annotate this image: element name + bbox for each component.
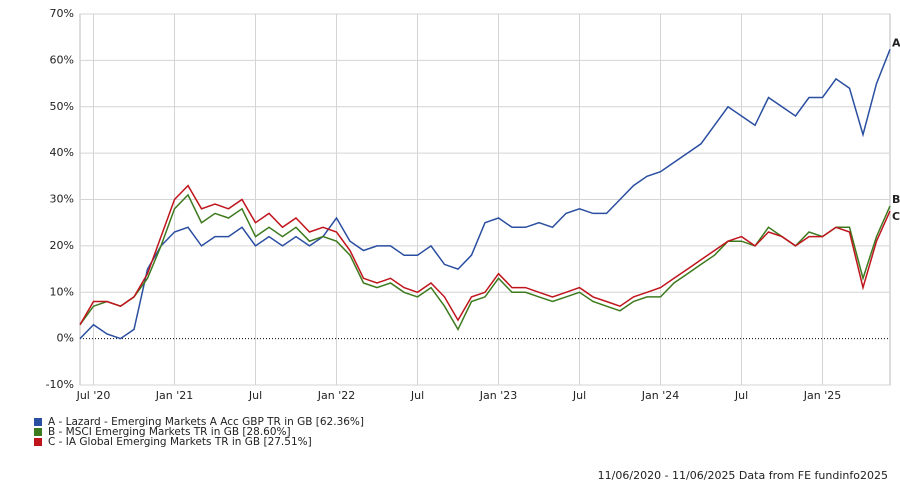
legend-label: A - Lazard - Emerging Markets A Acc GBP …: [48, 416, 364, 428]
y-tick-label: 40%: [50, 146, 74, 159]
y-tick-label: 20%: [50, 239, 74, 252]
x-tick-label: Jul '20: [76, 389, 111, 402]
x-tick-label: Jul: [248, 389, 262, 402]
legend-swatch: [34, 428, 42, 436]
end-label: B: [892, 193, 900, 206]
x-tick-label: Jan '25: [803, 389, 841, 402]
y-tick-label: 70%: [50, 7, 74, 20]
x-tick-label: Jan '23: [479, 389, 517, 402]
x-tick-label: Jan '21: [155, 389, 193, 402]
legend-label: C - IA Global Emerging Markets TR in GB …: [48, 436, 312, 448]
y-tick-label: 50%: [50, 100, 74, 113]
legend-swatch: [34, 438, 42, 446]
x-tick-label: Jul: [410, 389, 424, 402]
series-line: [79, 49, 891, 340]
y-tick-label: 0%: [57, 332, 74, 345]
y-tick-label: 30%: [50, 193, 74, 206]
legend-swatch: [34, 418, 42, 426]
series-line: [79, 184, 891, 326]
x-tick-label: Jul: [572, 389, 586, 402]
footer: 11/06/2020 - 11/06/2025 Data from FE fun…: [598, 469, 888, 482]
series-line: [79, 193, 891, 331]
y-tick-label: 60%: [50, 53, 74, 66]
end-label: C: [892, 210, 900, 223]
y-tick-label: 10%: [50, 285, 74, 298]
x-tick-label: Jan '22: [317, 389, 355, 402]
x-tick-label: Jul: [734, 389, 748, 402]
end-label: A: [892, 36, 900, 49]
legend-label: B - MSCI Emerging Markets TR in GB [28.6…: [48, 426, 291, 438]
y-tick-label: -10%: [46, 378, 74, 391]
x-tick-label: Jan '24: [641, 389, 679, 402]
